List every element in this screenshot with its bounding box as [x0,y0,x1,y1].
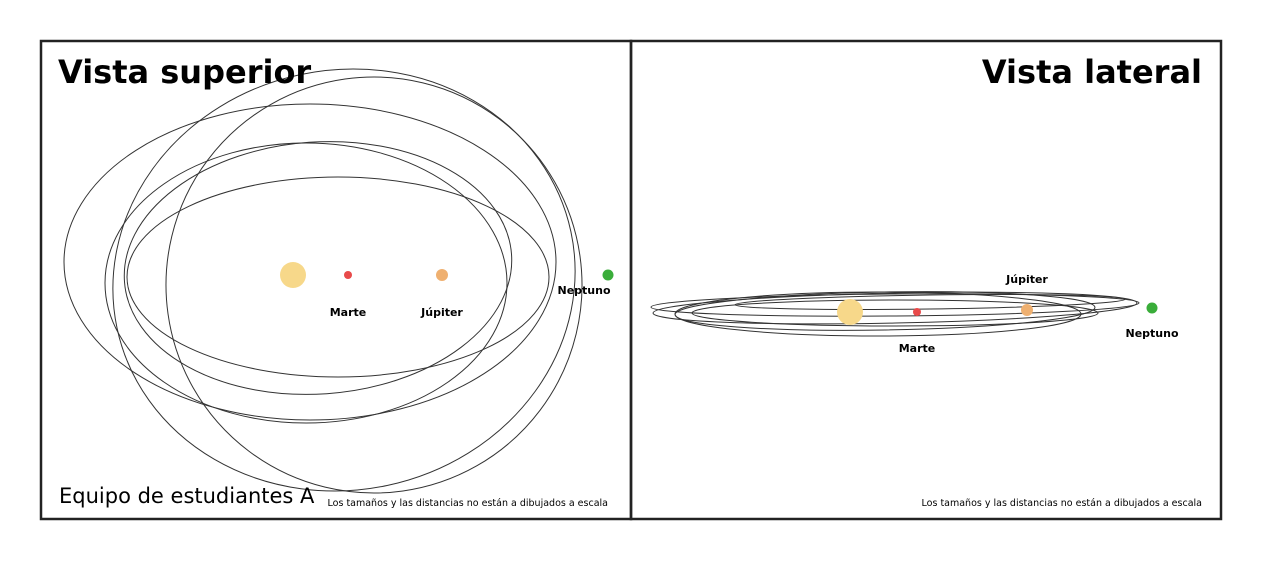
side-view-title: Vista lateral [982,53,1202,91]
side-orbit-3 [674,291,1082,337]
side-jupiter-label: Júpiter [1005,273,1048,286]
neptune-label: Neptuno [557,284,610,297]
side-view-panel: Júpiter Marte Neptuno Vista lateral Los … [629,39,1223,521]
orbit-6 [123,141,513,395]
orbit-4 [165,76,583,494]
side-sun [837,299,863,325]
side-mars-dot [913,308,921,316]
side-mars-label: Marte [899,342,936,355]
side-orbit-4 [652,291,1138,325]
top-view-scale-note: Los tamaños y las distancias no están a … [328,498,608,509]
side-orbit-1 [650,293,1140,317]
top-view-title: Vista superior [58,53,311,91]
jupiter-label: Júpiter [420,306,463,319]
mars-dot [344,271,352,279]
orbit-1 [126,176,550,378]
jupiter-dot [436,269,448,281]
neptune-dot [602,269,614,281]
side-orbit-5 [691,299,1099,327]
side-neptune-label: Neptuno [1125,327,1178,340]
team-label: Equipo de estudiantes A [59,484,315,508]
top-view-frame [39,39,633,521]
top-view-panel: Marte Júpiter Neptuno Vista superior Equ… [39,39,633,521]
side-orbit-6 [734,293,1126,311]
orbit-2 [104,142,508,424]
orbit-5 [112,68,576,492]
side-view-frame [629,39,1223,521]
sun [280,262,306,288]
mars-label: Marte [330,306,367,319]
orbit-3 [63,103,557,421]
side-jupiter-dot [1021,304,1033,316]
side-view-scale-note: Los tamaños y las distancias no están a … [922,498,1202,509]
side-neptune-dot [1146,302,1158,314]
